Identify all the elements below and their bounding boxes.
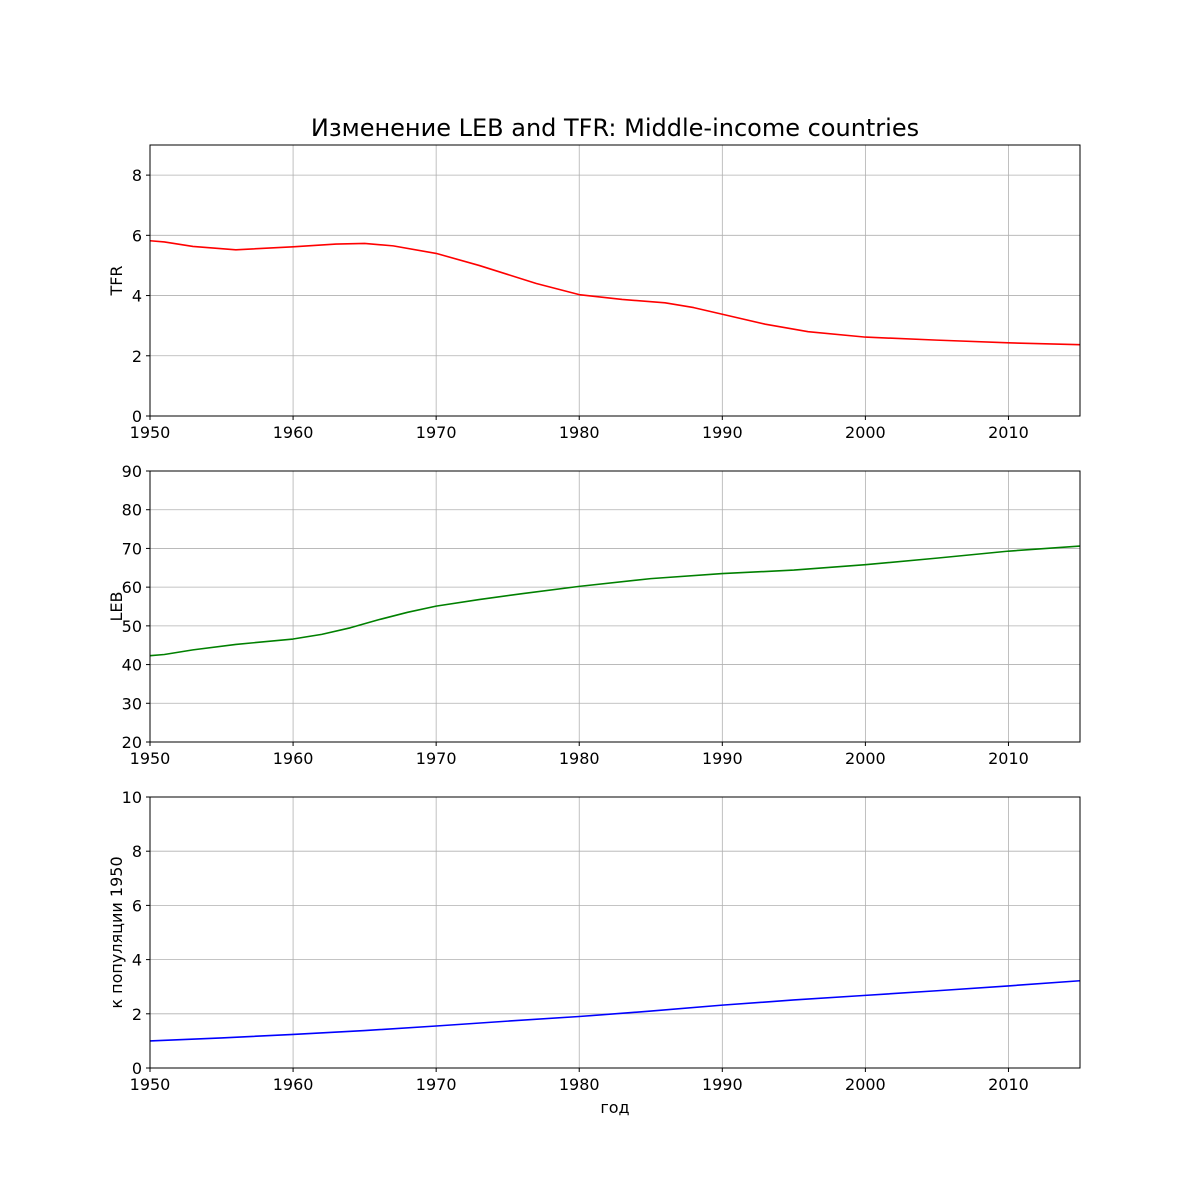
tfr-x-tick-label: 1970 (416, 423, 457, 442)
tfr-axes-frame (149, 144, 1081, 417)
leb-series-line (149, 545, 1081, 657)
population-y-tick-label: 4 (132, 951, 142, 970)
population-x-axis-label: год (600, 1098, 629, 1117)
tfr-y-tick-label: 2 (132, 347, 142, 366)
tfr-y-tick-label: 0 (132, 407, 142, 426)
leb-y-tick-label: 80 (122, 501, 142, 520)
population-x-tick-label: 1970 (416, 1075, 457, 1094)
leb-y-axis-label: LEB (107, 592, 126, 622)
leb-x-tick-label: 1980 (559, 749, 600, 768)
tfr-x-tick-label: 1990 (702, 423, 743, 442)
tfr-y-tick-label: 8 (132, 166, 142, 185)
population-y-tick-label: 6 (132, 896, 142, 915)
population-x-tick-label: 1960 (273, 1075, 314, 1094)
population-x-tick-label: 2000 (845, 1075, 886, 1094)
tfr-panel: 1950 1960 1970 1980 1990 2000 2010 0 2 4 6 8 TFR (107, 144, 1081, 442)
leb-x-tick-label: 1990 (702, 749, 743, 768)
leb-x-tick-label: 2000 (845, 749, 886, 768)
population-y-tick-label: 8 (132, 842, 142, 861)
population-y-tick-label: 2 (132, 1005, 142, 1024)
tfr-x-tick-label: 2000 (845, 423, 886, 442)
tfr-series-line (149, 239, 1081, 346)
tfr-y-axis-label: TFR (107, 265, 126, 296)
leb-y-tick-label: 50 (122, 617, 142, 636)
population-x-tick-label: 1980 (559, 1075, 600, 1094)
leb-x-tick-label: 1970 (416, 749, 457, 768)
population-y-tick-label: 10 (122, 788, 142, 807)
tfr-y-tick-label: 4 (132, 287, 142, 306)
population-x-tick-label: 1950 (130, 1075, 171, 1094)
leb-x-tick-label: 1950 (130, 749, 171, 768)
population-panel: 1950 1960 1970 1980 1990 2000 2010 0 2 4 6 8 10 к поп… (107, 788, 1081, 1117)
leb-y-tick-label: 60 (122, 578, 142, 597)
population-axes-frame (149, 796, 1081, 1069)
leb-panel: 1950 1960 1970 1980 1990 2000 2010 20 30 40 50 60 70… (107, 462, 1081, 768)
leb-x-tick-label: 1960 (273, 749, 314, 768)
leb-y-tick-label: 70 (122, 539, 142, 558)
leb-y-tick-label: 90 (122, 462, 142, 481)
population-y-tick-label: 0 (132, 1059, 142, 1078)
chart-title: Изменение LEB and TFR: Middle-income cou… (311, 114, 919, 142)
leb-y-tick-label: 20 (122, 733, 142, 752)
tfr-x-tick-label: 1980 (559, 423, 600, 442)
population-y-axis-label: к популяции 1950 (107, 856, 126, 1008)
tfr-x-tick-label: 2010 (988, 423, 1029, 442)
tfr-x-tick-label: 1960 (273, 423, 314, 442)
population-series-line (149, 979, 1081, 1042)
leb-x-tick-label: 2010 (988, 749, 1029, 768)
leb-y-tick-label: 30 (122, 694, 142, 713)
population-x-tick-label: 1990 (702, 1075, 743, 1094)
tfr-y-tick-label: 6 (132, 226, 142, 245)
leb-y-tick-label: 40 (122, 656, 142, 675)
tfr-x-tick-label: 1950 (130, 423, 171, 442)
population-x-tick-label: 2010 (988, 1075, 1029, 1094)
leb-axes-frame (149, 470, 1081, 743)
